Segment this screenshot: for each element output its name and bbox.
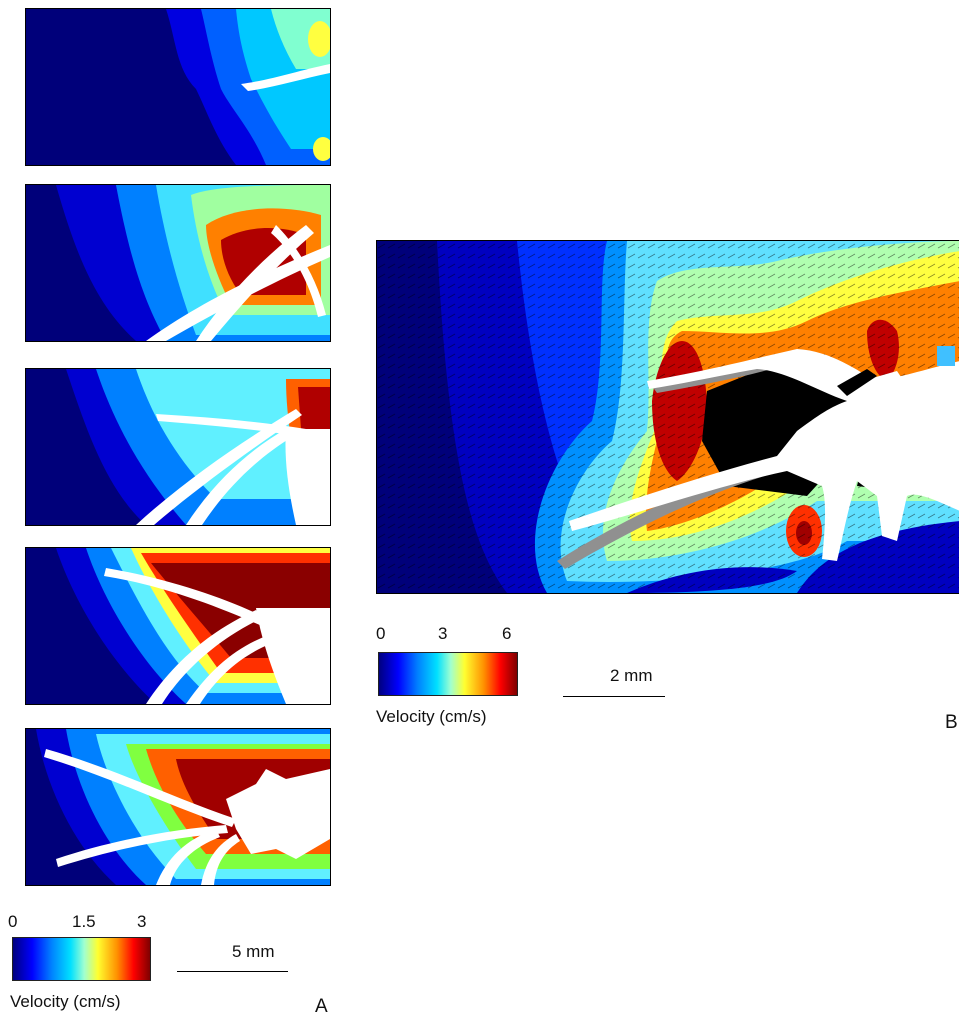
scalebar-a-label: 5 mm bbox=[232, 942, 275, 961]
colorbar-a-tick-0: 0 bbox=[8, 912, 18, 931]
field-panel-b bbox=[376, 240, 959, 594]
panel-letter-b: B bbox=[945, 712, 958, 733]
field-panel-a2 bbox=[25, 184, 331, 342]
colorbar-a-label: Velocity (cm/s) bbox=[10, 992, 121, 1011]
field-panel-a5 bbox=[25, 728, 331, 886]
colorbar-a bbox=[12, 937, 151, 981]
scalebar-b bbox=[563, 696, 665, 697]
field-panel-a3 bbox=[25, 368, 331, 526]
colorbar-a-tick-1: 1.5 bbox=[72, 912, 96, 931]
scalebar-b-label: 2 mm bbox=[610, 666, 653, 685]
colorbar-b-tick-0: 0 bbox=[376, 624, 386, 643]
colorbar-b bbox=[378, 652, 518, 696]
panel-letter-a: A bbox=[315, 996, 328, 1017]
colorbar-b-tick-1: 3 bbox=[438, 624, 448, 643]
field-panel-a1 bbox=[25, 8, 331, 166]
colorbar-a-tick-2: 3 bbox=[137, 912, 147, 931]
colorbar-b-label: Velocity (cm/s) bbox=[376, 707, 487, 726]
field-panel-a4 bbox=[25, 547, 331, 705]
colorbar-b-tick-2: 6 bbox=[502, 624, 512, 643]
scalebar-a bbox=[177, 971, 288, 972]
